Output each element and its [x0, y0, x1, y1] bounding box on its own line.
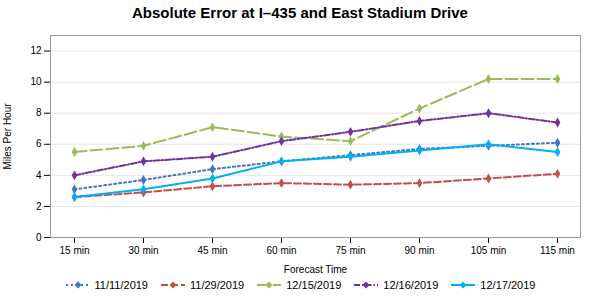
svg-text:90 min: 90 min [404, 245, 434, 256]
svg-text:4: 4 [36, 170, 42, 181]
svg-text:Miles Per Hour: Miles Per Hour [2, 103, 13, 170]
svg-text:15 min: 15 min [59, 245, 89, 256]
svg-text:10: 10 [30, 76, 42, 87]
svg-text:45 min: 45 min [197, 245, 227, 256]
html-text:12/17/2019: 12/17/2019 [480, 279, 536, 291]
html-text:12/16/2019: 12/16/2019 [383, 279, 439, 291]
svg-text:30 min: 30 min [128, 245, 158, 256]
svg-text:8: 8 [36, 107, 42, 118]
svg-text:0: 0 [36, 232, 42, 243]
svg-text:12: 12 [30, 45, 42, 56]
html-text:12/15/2019: 12/15/2019 [286, 279, 342, 291]
svg-text:2: 2 [36, 201, 42, 212]
html-text:11/11/2019: 11/11/2019 [94, 279, 148, 291]
svg-text:6: 6 [36, 138, 42, 149]
svg-text:115 min: 115 min [540, 245, 575, 256]
html-text:Absolute Error at I–435 and Ea: Absolute Error at I–435 and East Stadium… [132, 4, 468, 21]
svg-text:105 min: 105 min [471, 245, 507, 256]
svg-text:75 min: 75 min [335, 245, 365, 256]
html-text:11/29/2019: 11/29/2019 [190, 279, 245, 291]
svg-text:Forecast Time: Forecast Time [284, 264, 348, 275]
svg-text:60 min: 60 min [266, 245, 296, 256]
